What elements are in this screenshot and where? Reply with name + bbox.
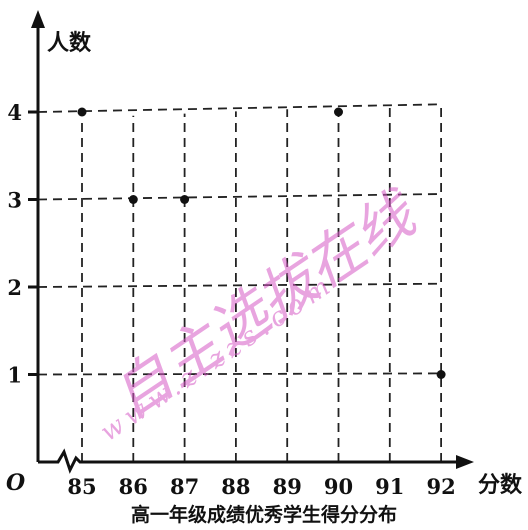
y-tick-labels: 1 2 3 4	[7, 100, 38, 388]
axes	[31, 10, 474, 474]
y-axis-arrow	[31, 10, 45, 28]
x-tick-87: 87	[170, 474, 199, 499]
x-axis	[38, 448, 460, 474]
x-tick-86: 86	[119, 474, 148, 499]
y-tick-4: 4	[7, 100, 22, 125]
x-tick-89: 89	[273, 474, 302, 499]
data-point-90	[334, 107, 343, 117]
data-point-92	[436, 370, 446, 379]
grid-line-y-4	[37, 103, 442, 113]
watermark: 自主选拔在线 www.zizzs.com	[95, 178, 430, 448]
data-point-87	[180, 195, 190, 204]
x-tick-90: 90	[324, 474, 353, 499]
x-tick-labels: 85 86 87 88 89 90 91 92	[67, 474, 455, 499]
x-axis-label: 分数	[478, 472, 523, 498]
grid-line-y-2	[37, 282, 442, 288]
data-points	[77, 107, 446, 379]
grid	[37, 102, 443, 462]
x-tick-88: 88	[221, 474, 250, 499]
chart-caption: 高一年级成绩优秀学生得分分布	[130, 504, 397, 526]
x-tick-92: 92	[426, 474, 455, 499]
x-axis-arrow	[456, 455, 474, 469]
x-tick-91: 91	[375, 474, 404, 499]
data-point-85	[77, 107, 87, 117]
y-axis-label: 人数	[47, 30, 92, 56]
grid-line-y-1	[37, 372, 442, 376]
y-tick-2: 2	[7, 275, 22, 300]
y-tick-1: 1	[7, 363, 22, 388]
y-tick-3: 3	[7, 188, 22, 213]
origin-label: O	[6, 470, 25, 496]
data-point-86	[128, 195, 138, 204]
grid-line-y-3	[37, 193, 442, 201]
x-tick-85: 85	[67, 474, 96, 499]
